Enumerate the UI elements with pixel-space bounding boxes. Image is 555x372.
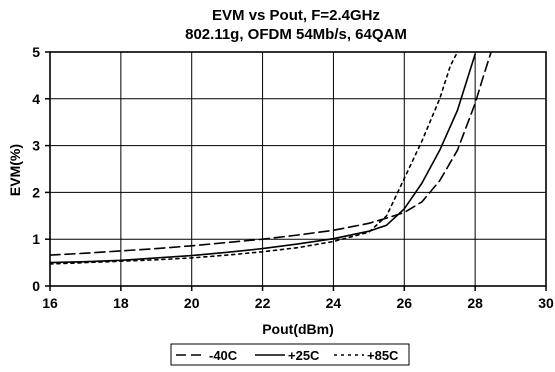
plot-area-frame [49,51,547,287]
legend-label: +85C [367,348,399,363]
legend: -40C +25C +85C [170,343,410,366]
x-tick-label: 30 [538,295,554,311]
y-tick-label: 3 [32,138,40,154]
series-line [50,52,459,265]
legend-label: +25C [288,348,320,363]
y-tick-label: 2 [32,184,40,200]
chart-title: EVM vs Pout, F=2.4GHz [212,7,380,24]
x-tick-label: 16 [42,295,58,311]
y-tick-label: 4 [32,91,40,107]
grid-lines [50,52,546,286]
series-line [50,52,492,256]
chart-subtitle: 802.11g, OFDM 54Mb/s, 64QAM [185,26,407,43]
y-tick-label: 5 [32,44,40,60]
y-tick-label: 0 [32,278,40,294]
y-axis-label: EVM(%) [7,144,23,196]
x-tick-label: 26 [396,295,412,311]
y-tick-label: 1 [32,231,40,247]
legend-box [170,343,410,366]
series-lines [50,52,492,265]
legend-label: -40C [209,348,238,363]
x-tick-label: 18 [113,295,129,311]
x-tick-label: 20 [184,295,200,311]
series-line [50,53,476,264]
x-tick-label: 28 [467,295,483,311]
axis-ticks: 16 18 20 22 24 26 28 30 0 1 2 3 4 5 [32,44,554,311]
x-tick-label: 24 [326,295,342,311]
x-axis-label: Pout(dBm) [262,321,334,337]
x-tick-label: 22 [255,295,271,311]
